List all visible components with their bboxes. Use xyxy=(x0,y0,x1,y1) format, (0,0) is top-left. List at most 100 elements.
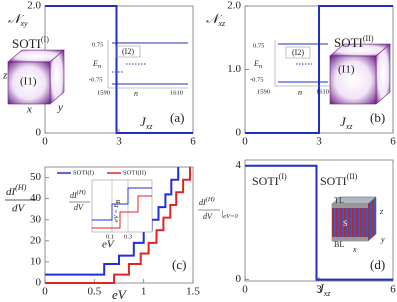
y-label-sub: xy xyxy=(19,19,28,28)
x-axis-label: Jxz xyxy=(340,114,353,131)
inset-x-tick: 1610 xyxy=(316,88,329,95)
axis-z: z xyxy=(379,207,384,216)
phase-main: SOTI xyxy=(320,174,347,188)
cube-title-main: SOTI xyxy=(12,36,41,51)
inset-x-tick: 0.3 xyxy=(124,233,132,240)
panel-label: (a) xyxy=(170,110,184,125)
inset-y-label: En xyxy=(253,59,262,71)
phase-sup: (II) xyxy=(347,172,358,181)
y-axis-label-num: dI(H) xyxy=(199,196,215,206)
x-label-main: J xyxy=(140,114,147,129)
x-tick-label: 0.5 xyxy=(87,286,101,298)
x-tick-label: 1 xyxy=(141,286,147,298)
y-label-sup: (H) xyxy=(206,196,215,203)
layer-label: TL xyxy=(334,196,344,205)
x-tick-label: 1.5 xyxy=(186,286,200,298)
legend-label: SOTI(I) xyxy=(73,169,94,176)
cube xyxy=(7,49,65,105)
layered-cube xyxy=(331,196,377,242)
x-label-sub: xz xyxy=(145,122,154,131)
y-tick-label: 0 xyxy=(36,127,42,139)
inset-x-tick: 1590 xyxy=(257,88,270,95)
inset-mark-sub: B xyxy=(115,200,122,204)
y-tick-label: 20 xyxy=(30,234,42,246)
x-tick-label: 0 xyxy=(242,284,248,296)
inset-y-main: E xyxy=(92,59,98,68)
series-line xyxy=(45,167,191,284)
series-line xyxy=(245,164,393,281)
cube-title-sup: (I) xyxy=(41,35,49,44)
inset-a xyxy=(107,40,188,89)
inset-y-num-main: dI xyxy=(70,191,77,200)
x-tick-label: 0 xyxy=(242,136,248,148)
cube-title-sup: (II) xyxy=(363,34,374,43)
inset-y-sub: n xyxy=(98,63,101,70)
axis-x: x xyxy=(352,245,357,254)
x-label-sub: xz xyxy=(345,122,354,131)
series-line xyxy=(245,5,393,134)
phase-main: SOTI xyxy=(252,174,279,188)
inset-y-tick: 0.75 xyxy=(92,41,103,48)
y-axis-label: 𝒩xz xyxy=(206,11,226,28)
phase-sup: (I) xyxy=(279,172,287,181)
axis-x: x xyxy=(26,104,32,116)
y-tick-label: 0 xyxy=(236,273,242,285)
x-tick-label: 6 xyxy=(190,136,196,148)
inset-mark: eV = EB xyxy=(113,200,122,222)
inset-y-tick: -0.75 xyxy=(89,76,103,83)
y-label-num: dI xyxy=(6,186,17,198)
cube-label: (I1) xyxy=(338,64,355,76)
inset-y-sup: (H) xyxy=(77,189,86,196)
y-label-sup: (H) xyxy=(15,183,26,192)
cube-title: SOTI(II) xyxy=(334,34,374,50)
axis-y: y xyxy=(57,102,63,114)
inset-x-label: n xyxy=(134,89,138,98)
y-tick-label: 30 xyxy=(30,213,42,225)
y-label-sub: xz xyxy=(217,19,226,28)
y-tick-label: 2.0 xyxy=(227,0,241,12)
x-tick-label: 6 xyxy=(390,136,396,148)
y-axis-label-cond: |eV=0 xyxy=(221,209,238,221)
y-tick-label: 10 xyxy=(30,255,42,267)
phase-label: SOTI(II) xyxy=(320,172,358,188)
y-axis-label-den: dV xyxy=(203,212,213,221)
inset-c xyxy=(91,179,153,233)
inset-mark-main: eV = E xyxy=(113,204,120,222)
inset-y-main: E xyxy=(253,59,259,68)
panel-label: (b) xyxy=(370,110,385,125)
x-tick-label: 3 xyxy=(116,136,122,148)
x-tick-label: 0 xyxy=(42,286,48,298)
layer-label: BL xyxy=(334,240,344,249)
inset-y-num: dI(H) xyxy=(70,189,86,199)
inset-y-den: dV xyxy=(74,203,84,212)
inset-y-sub: n xyxy=(259,63,262,70)
x-label-main: J xyxy=(340,114,347,129)
y-tick-label: 2.0 xyxy=(27,0,41,12)
cube xyxy=(329,43,391,105)
y-axis-label-num: dI(H) xyxy=(6,183,27,198)
cube-title: SOTI(I) xyxy=(12,35,49,51)
x-axis-label: Jxz xyxy=(318,281,331,298)
inset-x-tick: 0.1 xyxy=(106,233,114,240)
y-tick-label: 0 xyxy=(36,277,42,289)
inset-x-tick: 1610 xyxy=(170,89,183,96)
x-tick-label: 0 xyxy=(42,136,48,148)
inset-y-tick: 0.75 xyxy=(253,42,264,49)
inset-y-tick: -0.75 xyxy=(250,76,264,83)
inset-x-tick: 1590 xyxy=(97,89,110,96)
inset-x-label: eV xyxy=(102,239,115,251)
plot-frame xyxy=(44,166,194,284)
axis-z: z xyxy=(2,70,8,82)
x-label-sub: xz xyxy=(323,289,332,298)
x-tick-label: 6 xyxy=(390,284,396,296)
legend-label: SOTI(II) xyxy=(123,169,146,176)
panel-label: (d) xyxy=(370,257,385,272)
plots: 03601.02.003601.02.000.511.501020304050S… xyxy=(27,0,396,298)
y-axis-label-den: dV xyxy=(12,203,26,215)
y-label-cond: eV=0 xyxy=(223,213,238,220)
inset-b xyxy=(274,40,330,87)
y-tick-label: 40 xyxy=(30,192,42,204)
y-tick-label: 4 xyxy=(236,159,242,171)
panel-label: (c) xyxy=(172,257,186,272)
